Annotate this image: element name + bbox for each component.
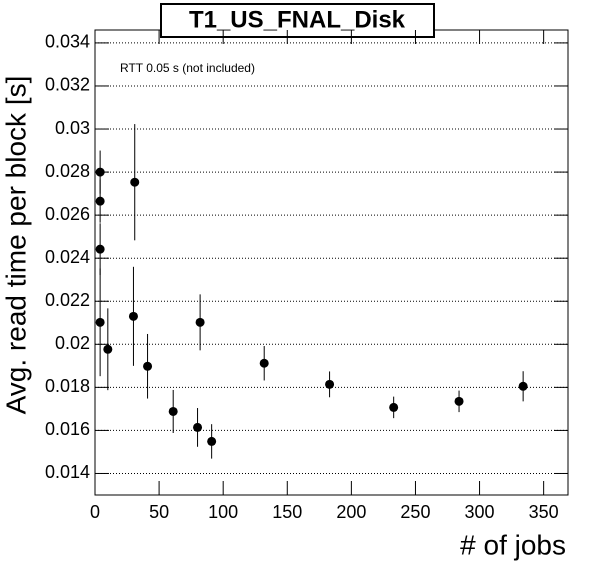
x-tick-label: 0 <box>90 502 100 522</box>
data-point <box>168 406 178 416</box>
data-point <box>95 244 105 254</box>
y-tick-label: 0.03 <box>55 118 90 138</box>
data-point <box>95 317 105 327</box>
x-tick-label: 150 <box>272 502 302 522</box>
title-box <box>160 3 435 38</box>
data-point <box>325 379 335 389</box>
x-tick-label: 350 <box>529 502 559 522</box>
data-point <box>143 361 153 371</box>
y-tick-label: 0.026 <box>45 204 90 224</box>
y-tick-label: 0.022 <box>45 290 90 310</box>
y-tick-label: 0.02 <box>55 333 90 353</box>
annotation: RTT 0.05 s (not included) <box>120 61 255 75</box>
y-tick-label: 0.014 <box>45 462 90 482</box>
data-point <box>95 196 105 206</box>
x-tick-label: 100 <box>208 502 238 522</box>
x-tick-label: 50 <box>149 502 169 522</box>
y-tick-label: 0.018 <box>45 376 90 396</box>
data-point <box>454 396 464 406</box>
y-axis-label: Avg. read time per block [s] <box>0 76 31 415</box>
data-point <box>518 381 528 391</box>
y-tick-label: 0.028 <box>45 161 90 181</box>
data-point <box>193 422 203 432</box>
y-tick-label: 0.024 <box>45 247 90 267</box>
data-point <box>259 358 269 368</box>
data-point <box>128 311 138 321</box>
x-tick-label: 200 <box>336 502 366 522</box>
data-point <box>130 177 140 187</box>
x-tick-label: 300 <box>465 502 495 522</box>
x-axis-label: # of jobs <box>460 529 566 560</box>
chart-title: T1_US_FNAL_Disk <box>189 6 406 33</box>
data-point <box>103 344 113 354</box>
data-point <box>389 402 399 412</box>
y-tick-label: 0.032 <box>45 75 90 95</box>
data-point <box>195 317 205 327</box>
data-point <box>95 167 105 177</box>
data-point <box>207 436 217 446</box>
x-tick-label: 250 <box>400 502 430 522</box>
y-tick-label: 0.016 <box>45 419 90 439</box>
y-tick-label: 0.034 <box>45 32 90 52</box>
